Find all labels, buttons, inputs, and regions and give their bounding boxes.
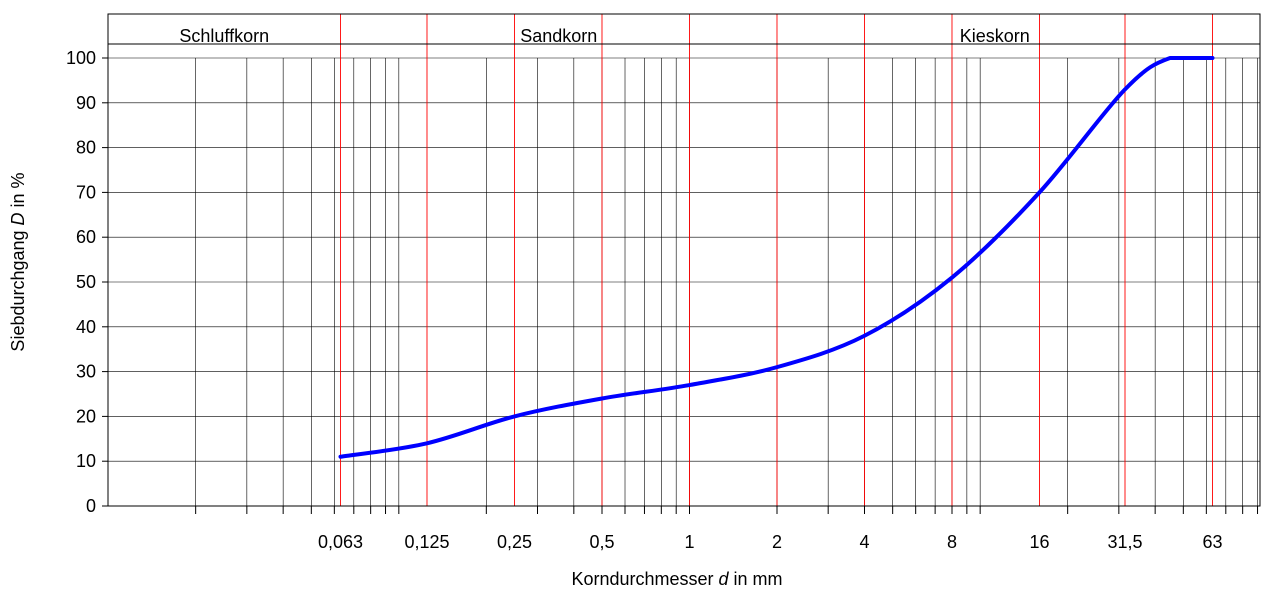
y-tick-label: 60 <box>76 227 96 247</box>
x-tick-label: 0,125 <box>404 532 449 552</box>
plot-border <box>107 13 1261 507</box>
x-tick-label: 2 <box>772 532 782 552</box>
y-tick-label: 70 <box>76 182 96 202</box>
y-tick-label: 0 <box>86 496 96 516</box>
x-tick-label: 31,5 <box>1107 532 1142 552</box>
y-tick-label: 80 <box>76 138 96 158</box>
x-axis-ticks: 0,063 0,125 0,25 0,5 1 2 4 8 16 31,5 63 <box>195 506 1259 552</box>
y-tick-label: 40 <box>76 317 96 337</box>
y-axis-label: Siebdurchgang D in % <box>8 172 28 351</box>
y-tick-label: 50 <box>76 272 96 292</box>
zone-label: Schluffkorn <box>179 26 269 46</box>
x-tick-label: 16 <box>1029 532 1049 552</box>
x-tick-label: 0,25 <box>497 532 532 552</box>
y-tick-label: 20 <box>76 406 96 426</box>
y-tick-label: 30 <box>76 362 96 382</box>
y-axis-ticks: 0 10 20 30 40 50 60 70 80 90 100 <box>66 48 108 516</box>
y-tick-label: 10 <box>76 451 96 471</box>
fraction-boundary-lines <box>340 14 1213 506</box>
x-tick-label: 8 <box>947 532 957 552</box>
x-tick-label: 0,063 <box>318 532 363 552</box>
horizontal-gridlines <box>108 57 1260 462</box>
zone-label: Kieskorn <box>960 26 1030 46</box>
y-tick-label: 100 <box>66 48 96 68</box>
x-tick-label: 4 <box>859 532 869 552</box>
grading-curve <box>338 55 1215 459</box>
y-tick-label: 90 <box>76 93 96 113</box>
grading-curve-line <box>338 55 1215 459</box>
x-tick-label: 63 <box>1202 532 1222 552</box>
plot-frame <box>107 13 1261 507</box>
x-tick-label: 1 <box>684 532 694 552</box>
x-axis-label: Korndurchmesser d in mm <box>571 569 782 589</box>
soil-fraction-labels: Schluffkorn Sandkorn Kieskorn <box>179 26 1029 46</box>
zone-label: Sandkorn <box>520 26 597 46</box>
x-tick-label: 0,5 <box>589 532 614 552</box>
